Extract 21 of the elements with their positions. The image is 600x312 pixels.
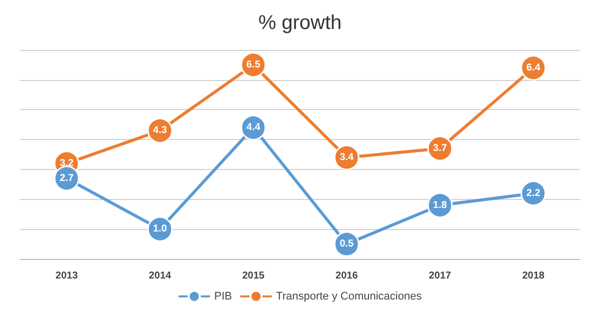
data-label: 6.4 [526,62,541,74]
data-label: 3.4 [340,152,354,163]
x-tick-label: 2018 [522,270,545,282]
data-label: 1.0 [153,224,168,235]
data-label: 2.7 [60,172,74,184]
data-label: 4.4 [246,122,261,134]
x-tick-label: 2014 [148,270,172,282]
x-tick-label: 2013 [56,270,78,282]
data-label: 6.5 [246,59,261,70]
chart-title: % growth [258,12,342,34]
x-tick-label: 2015 [242,270,265,282]
data-label: 4.3 [153,125,168,136]
x-tick-label: 2016 [336,270,358,282]
data-label: 1.8 [433,200,448,211]
data-label: 0.5 [340,238,354,250]
data-label: 3.2 [60,158,74,169]
data-label: 3.7 [433,143,448,154]
legend-label: PIB [214,290,232,302]
x-tick-label: 2017 [428,270,452,282]
legend-label: Transporte y Comunicaciones [276,290,422,302]
data-label: 2.2 [526,188,541,199]
